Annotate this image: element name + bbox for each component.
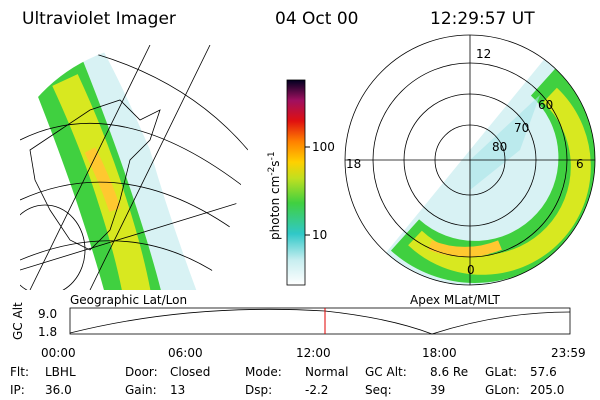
y-label: GC Alt xyxy=(11,302,25,340)
mlat-label: 70 xyxy=(514,121,529,135)
y-tick-label: 9.0 xyxy=(38,307,57,321)
info-label: GC Alt: xyxy=(365,365,407,379)
x-tick-label: 06:00 xyxy=(168,346,203,360)
time: 12:29:57 UT xyxy=(430,9,535,29)
info-label: GLat: xyxy=(485,365,517,379)
colorbar-tick-label: 10 xyxy=(312,228,327,242)
title: Ultraviolet Imager xyxy=(22,9,176,29)
mlt-label: 18 xyxy=(346,157,361,171)
mlt-label: 0 xyxy=(467,263,475,277)
info-value: 57.6 xyxy=(530,365,557,379)
plot-frame xyxy=(69,307,571,335)
colorbar-label: photon cm-2s-1 xyxy=(267,151,282,240)
x-tick-label: 12:00 xyxy=(296,346,331,360)
polar-image xyxy=(380,40,595,285)
info-label: GLon: xyxy=(485,383,520,397)
x-tick-label: 23:59 xyxy=(551,346,586,360)
info-value: 8.6 Re xyxy=(430,365,468,379)
orbit-plot: GC Alt 9.0 1.8 00:00 06:00 12:00 18:00 2… xyxy=(11,302,586,360)
geographic-image xyxy=(20,45,248,290)
info-label: Gain: xyxy=(125,383,157,397)
info-label: Dsp: xyxy=(245,383,272,397)
info-value: Normal xyxy=(305,365,348,379)
right-caption: Apex MLat/MLT xyxy=(410,293,500,307)
unit: photon cm xyxy=(268,176,282,240)
unit: s xyxy=(268,160,282,166)
aurora-peak xyxy=(428,240,502,257)
info-value: 36.0 xyxy=(45,383,72,397)
altitude-curve xyxy=(69,308,571,335)
mlat-label: 60 xyxy=(538,98,553,112)
mlt-label: 6 xyxy=(576,157,584,171)
x-tick-label: 18:00 xyxy=(422,346,457,360)
unit-exp: -1 xyxy=(267,151,277,160)
info-panel: Flt: LBHL Door: Closed Mode: Normal GC Alt: 8.6… xyxy=(10,365,564,397)
info-value: 13 xyxy=(170,383,185,397)
info-label: Door: xyxy=(125,365,158,379)
info-value: -2.2 xyxy=(305,383,328,397)
x-tick-label: 00:00 xyxy=(41,346,76,360)
polar-grid xyxy=(344,34,596,286)
colorbar-tick-label: 100 xyxy=(312,140,335,154)
info-value: Closed xyxy=(170,365,210,379)
info-label: Flt: xyxy=(10,365,29,379)
info-label: IP: xyxy=(10,383,25,397)
info-label: Seq: xyxy=(365,383,392,397)
header: Ultraviolet Imager 04 Oct 00 12:29:57 UT xyxy=(22,9,535,29)
inner-glow xyxy=(470,95,540,190)
unit-exp: -2 xyxy=(267,167,277,176)
info-value: 39 xyxy=(430,383,445,397)
colorbar-ticks: 100 10 xyxy=(305,140,335,242)
info-label: Mode: xyxy=(245,365,282,379)
info-value: LBHL xyxy=(45,365,76,379)
mlt-label: 12 xyxy=(476,47,491,61)
y-tick-label: 1.8 xyxy=(38,325,57,339)
left-caption: Geographic Lat/Lon xyxy=(70,293,187,307)
colorbar xyxy=(286,79,306,286)
mlat-label: 80 xyxy=(492,140,507,154)
aurora-core xyxy=(408,87,591,275)
aurora-peak xyxy=(84,147,121,212)
info-value: 205.0 xyxy=(530,383,564,397)
date: 04 Oct 00 xyxy=(275,9,358,29)
polar-labels: 12 18 6 0 60 70 80 xyxy=(346,47,584,277)
